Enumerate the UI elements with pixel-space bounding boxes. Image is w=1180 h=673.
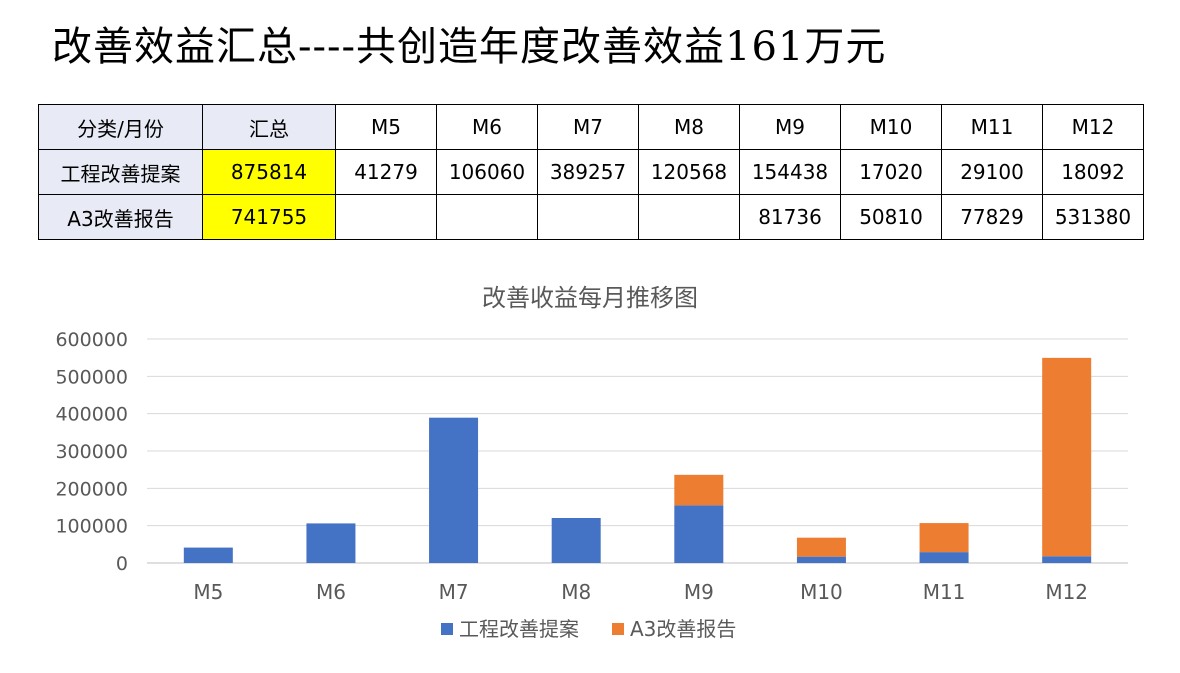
row-label: A3改善报告 [38,194,203,240]
header-month: M6 [436,104,538,150]
table-cell: 77829 [941,194,1043,240]
table-cell: 29100 [941,149,1043,195]
header-total-label: 汇总 [202,104,336,150]
table-cell: 81736 [739,194,841,240]
x-tick-label: M10 [800,580,843,604]
bar-segment [183,547,233,563]
x-tick-label: M5 [193,580,223,604]
x-tick-label: M9 [684,580,714,604]
y-tick-label: 300000 [55,441,128,463]
y-tick-label: 500000 [55,366,128,388]
bar-segment [919,552,969,563]
table-cell: 17020 [840,149,942,195]
header-month: M11 [941,104,1043,150]
table-row: A3改善报告 741755 81736 50810 77829 531380 [38,194,1144,240]
bar-segment [796,556,846,563]
bar-segment [429,417,479,563]
header-month: M12 [1042,104,1144,150]
table-header-row: 分类/月份 汇总 M5 M6 M7 M8 M9 M10 M11 M12 [38,104,1144,150]
header-month: M7 [537,104,639,150]
legend-swatch [441,623,453,635]
table-cell: 531380 [1042,194,1144,240]
header-month: M8 [638,104,740,150]
row-total: 741755 [202,194,336,240]
table-cell [335,194,437,240]
x-tick-label: M12 [1045,580,1088,604]
bar-segment [551,517,601,563]
bar-segment [674,474,724,506]
legend-label: A3改善报告 [630,617,736,641]
table-cell: 154438 [739,149,841,195]
chart-title: 改善收益每月推移图 [482,284,698,312]
table-cell: 41279 [335,149,437,195]
table-cell: 18092 [1042,149,1144,195]
summary-table: 分类/月份 汇总 M5 M6 M7 M8 M9 M10 M11 M12 工程改善… [38,104,1144,240]
table-cell: 106060 [436,149,538,195]
table-cell: 50810 [840,194,942,240]
y-tick-label: 400000 [55,404,128,426]
legend-swatch [612,623,624,635]
y-tick-label: 600000 [55,329,128,351]
header-month: M5 [335,104,437,150]
bar-segment [1042,357,1092,557]
bar-segment [919,523,969,553]
bar-segment [796,537,846,557]
x-tick-label: M6 [316,580,346,604]
row-label: 工程改善提案 [38,149,203,195]
header-month: M10 [840,104,942,150]
table-cell: 389257 [537,149,639,195]
table-row: 工程改善提案 875814 41279 106060 389257 120568… [38,149,1144,195]
table-cell [537,194,639,240]
table-cell [436,194,538,240]
y-tick-label: 100000 [55,516,128,538]
x-tick-label: M11 [923,580,966,604]
bar-segment [1042,556,1092,563]
y-tick-label: 200000 [55,478,128,500]
table-cell: 120568 [638,149,740,195]
bar-segment [306,523,356,563]
x-tick-label: M7 [439,580,469,604]
header-month: M9 [739,104,841,150]
x-tick-label: M8 [561,580,591,604]
table-cell [638,194,740,240]
page-title: 改善效益汇总----共创造年度改善效益161万元 [52,24,887,70]
bar-segment [674,505,724,563]
row-total: 875814 [202,149,336,195]
chart-container: 改善收益每月推移图 0 100000 200000 300000 400000 50000… [0,270,1180,670]
legend-label: 工程改善提案 [459,617,579,641]
y-tick-label: 0 [116,553,128,575]
header-category-label: 分类/月份 [38,104,203,150]
stacked-bar-chart: 改善收益每月推移图 0 100000 200000 300000 400000 50000… [55,284,1128,641]
